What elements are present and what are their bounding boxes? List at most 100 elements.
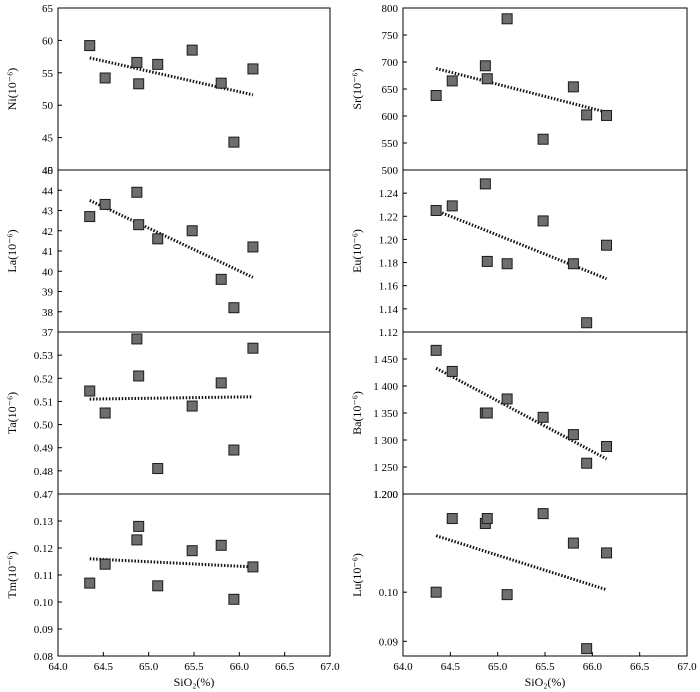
x-tick-label: 65.0 xyxy=(488,661,508,673)
y-tick-label: 700 xyxy=(382,57,399,69)
data-point xyxy=(99,558,111,570)
y-tick-label: 0.13 xyxy=(34,516,54,528)
data-point xyxy=(537,411,549,423)
y-tick-label: 500 xyxy=(382,165,399,177)
data-point xyxy=(152,580,164,592)
data-point xyxy=(131,333,143,345)
data-point xyxy=(567,429,579,441)
data-point xyxy=(131,534,143,546)
y-tick-label: 1 250 xyxy=(373,462,398,474)
x-tick-label: 66.5 xyxy=(630,661,650,673)
data-point xyxy=(446,513,458,525)
y-tick-label: 45 xyxy=(42,133,54,145)
x-tick-label: 67.0 xyxy=(677,661,697,673)
trend-line xyxy=(89,557,254,569)
data-point xyxy=(84,385,96,397)
data-point xyxy=(601,547,613,559)
data-point xyxy=(215,273,227,285)
y-tick-label: 44 xyxy=(42,185,54,197)
data-point xyxy=(581,109,593,121)
x-tick-label: 65.0 xyxy=(139,661,159,673)
data-point xyxy=(131,186,143,198)
data-point xyxy=(430,344,442,356)
trend-line xyxy=(89,56,254,97)
data-point xyxy=(247,241,259,253)
data-point xyxy=(501,13,513,25)
data-point xyxy=(537,508,549,520)
data-point xyxy=(446,200,458,212)
chart-panel-6: 0.08 0.09 0.10 0.11 0.12 0.13 64.0 64.5 65.0 65.5… xyxy=(5,493,340,689)
y-tick-label: 0.50 xyxy=(34,420,54,432)
y-axis-label: Ta(10⁻⁶) xyxy=(5,392,19,434)
data-point xyxy=(481,513,493,525)
plot-frame xyxy=(57,7,331,171)
y-tick-label: 1.16 xyxy=(379,281,399,293)
y-tick-label: 1.18 xyxy=(379,258,399,270)
data-point xyxy=(215,377,227,389)
data-point xyxy=(247,63,259,75)
y-tick-label: 0.53 xyxy=(34,350,54,362)
data-point xyxy=(228,444,240,456)
data-point xyxy=(99,407,111,419)
data-point xyxy=(133,370,145,382)
trend-line xyxy=(89,199,254,279)
data-point xyxy=(537,215,549,227)
plot-frame xyxy=(402,169,688,333)
data-point xyxy=(601,239,613,251)
y-tick-label: 650 xyxy=(382,84,399,96)
x-tick-label: 65.5 xyxy=(535,661,555,673)
y-tick-label: 0.47 xyxy=(34,489,54,501)
x-tick-label: 67.0 xyxy=(320,661,340,673)
y-tick-label: 38 xyxy=(42,307,54,319)
data-point xyxy=(133,78,145,90)
data-point xyxy=(581,457,593,469)
x-tick-label: 66.0 xyxy=(230,661,250,673)
y-tick-label: 1.12 xyxy=(379,327,398,339)
y-tick-label: 45 xyxy=(42,165,54,177)
trend-line xyxy=(435,67,607,114)
y-tick-label: 1.200 xyxy=(373,489,398,501)
x-axis-label: SiO₂(%) xyxy=(525,675,566,689)
plot-frame xyxy=(57,331,331,495)
data-point xyxy=(84,577,96,589)
y-tick-label: 39 xyxy=(42,287,54,299)
y-tick-label: 42 xyxy=(42,226,53,238)
y-tick-label: 0.09 xyxy=(34,624,54,636)
trend-line xyxy=(435,366,608,461)
plot-frame xyxy=(402,7,688,171)
data-point xyxy=(99,198,111,210)
y-tick-label: 0.12 xyxy=(34,543,53,555)
y-tick-label: 600 xyxy=(382,111,399,123)
y-tick-label: 50 xyxy=(42,100,54,112)
x-tick-label: 65.5 xyxy=(184,661,204,673)
data-point xyxy=(133,520,145,532)
y-tick-label: 750 xyxy=(382,30,399,42)
data-point xyxy=(481,407,493,419)
x-tick-label: 66.5 xyxy=(275,661,295,673)
y-tick-label: 1 200 xyxy=(373,489,398,501)
data-point xyxy=(501,258,513,270)
y-tick-label: 1.14 xyxy=(379,304,399,316)
y-tick-label: 0.49 xyxy=(34,443,54,455)
y-tick-label: 800 xyxy=(382,3,399,15)
chart-panel-4: 0.47 0.48 0.49 0.50 0.51 0.52 0.53 Ta(10⁻⁶) xyxy=(5,331,331,501)
plot-frame xyxy=(57,493,331,657)
y-tick-label: 0.08 xyxy=(34,651,54,663)
chart-panel-3: 1.12 1.14 1.16 1.18 1.20 1.22 1.24 Eu(10⁻⁶) xyxy=(350,169,688,339)
data-point xyxy=(84,211,96,223)
data-point xyxy=(537,133,549,145)
y-axis-label: La(10⁻⁶) xyxy=(5,229,19,272)
y-axis-label: Ba(10⁻⁶) xyxy=(350,391,364,435)
data-point xyxy=(84,40,96,52)
data-point xyxy=(567,258,579,270)
y-tick-label: 0.11 xyxy=(34,570,53,582)
y-tick-label: 1.24 xyxy=(379,188,399,200)
data-point xyxy=(215,77,227,89)
data-point xyxy=(501,589,513,601)
y-tick-label: 0.52 xyxy=(34,373,53,385)
y-tick-label: 0.51 xyxy=(34,396,53,408)
y-axis-label: Eu(10⁻⁶) xyxy=(350,229,364,273)
data-point xyxy=(601,109,613,121)
